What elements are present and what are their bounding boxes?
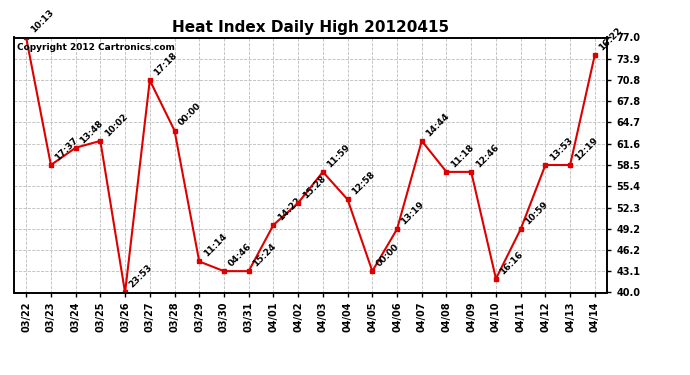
Text: 15:24: 15:24 (251, 242, 278, 268)
Text: 12:46: 12:46 (474, 142, 500, 169)
Text: 15:28: 15:28 (301, 174, 327, 200)
Text: 14:22: 14:22 (276, 195, 303, 222)
Text: 16:16: 16:16 (498, 249, 525, 276)
Text: 23:53: 23:53 (128, 263, 154, 290)
Text: 11:14: 11:14 (201, 232, 228, 259)
Text: 11:59: 11:59 (326, 142, 352, 169)
Text: 12:58: 12:58 (350, 170, 377, 197)
Text: 14:44: 14:44 (424, 111, 451, 138)
Text: 11:18: 11:18 (449, 142, 475, 169)
Text: 12:19: 12:19 (573, 135, 600, 162)
Text: 10:13: 10:13 (29, 8, 55, 35)
Text: 00:00: 00:00 (375, 242, 401, 268)
Text: 13:48: 13:48 (78, 118, 105, 145)
Text: 10:59: 10:59 (523, 200, 550, 226)
Text: 10:02: 10:02 (103, 112, 129, 138)
Text: 13:19: 13:19 (400, 200, 426, 226)
Text: 17:37: 17:37 (53, 135, 80, 162)
Title: Heat Index Daily High 20120415: Heat Index Daily High 20120415 (172, 20, 449, 35)
Text: 13:53: 13:53 (548, 136, 575, 162)
Text: 16:22: 16:22 (598, 26, 624, 52)
Text: 00:00: 00:00 (177, 102, 204, 128)
Text: Copyright 2012 Cartronics.com: Copyright 2012 Cartronics.com (17, 43, 175, 52)
Text: 17:18: 17:18 (152, 51, 179, 78)
Text: 04:46: 04:46 (226, 242, 253, 268)
